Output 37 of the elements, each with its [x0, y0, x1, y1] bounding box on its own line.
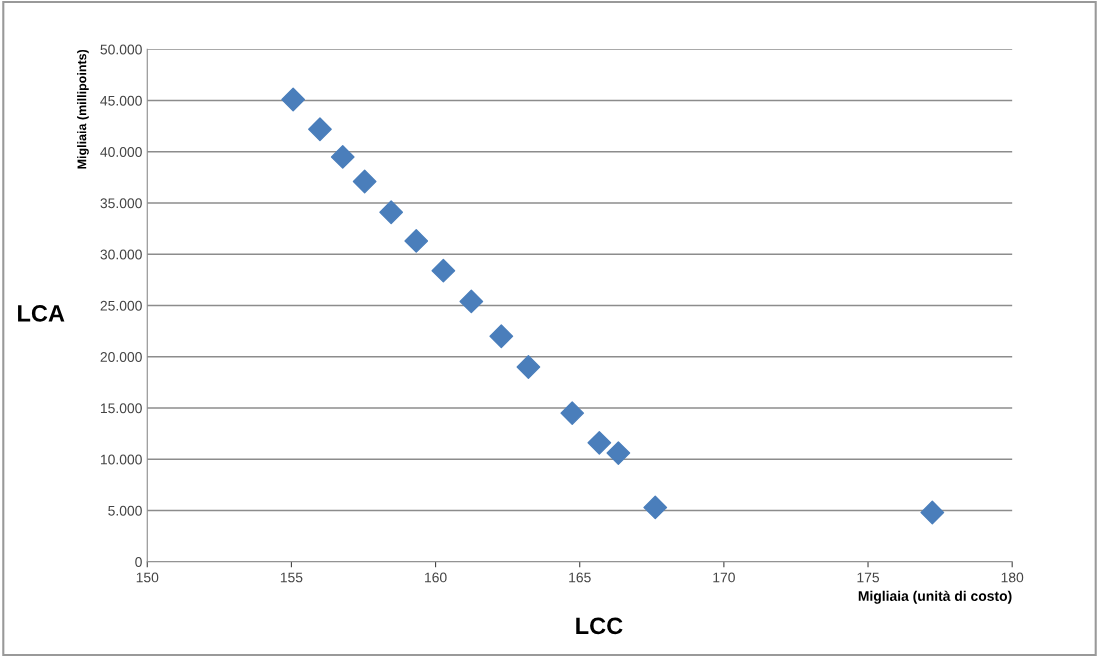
x-tick-label: 160	[425, 572, 447, 583]
y-tick-label: 15.000	[100, 403, 142, 414]
point	[560, 401, 585, 426]
text: LCC	[576, 617, 623, 635]
text: LCA	[18, 304, 65, 322]
x-tick-label: 180	[1001, 572, 1024, 583]
point	[431, 258, 456, 283]
y-tick-label: 25.000	[100, 300, 142, 311]
x-axis-title: Migliaia (unità di costo)	[858, 590, 1012, 604]
y-tick-label: 10.000	[100, 454, 142, 465]
y-tick-label: 0	[135, 557, 142, 567]
point	[379, 200, 404, 225]
y-tick-label: 45.000	[100, 95, 142, 106]
point	[643, 495, 668, 520]
x-tick-label: 150	[136, 572, 159, 583]
y-axis-title: Migliaia (millipoints)	[77, 49, 89, 169]
point	[352, 169, 377, 194]
point	[404, 229, 429, 253]
point	[489, 324, 514, 349]
y-tick-label: 20.000	[100, 352, 142, 362]
x-tick-label: 175	[857, 572, 880, 583]
point	[330, 144, 355, 169]
x-tick-label: 165	[569, 572, 591, 583]
point	[587, 430, 612, 455]
y-tick-label: 30.000	[100, 249, 142, 260]
point	[459, 289, 484, 314]
point	[606, 441, 631, 465]
x-tick-label: 170	[713, 572, 735, 583]
point	[920, 500, 945, 525]
point	[308, 117, 332, 142]
y-tick-label: 40.000	[100, 147, 142, 157]
y-tick-label: 50.000	[100, 44, 142, 55]
y-tick-label: 5.000	[108, 505, 142, 516]
point	[516, 355, 541, 379]
point	[281, 87, 306, 112]
y-tick-label: 35.000	[100, 198, 142, 209]
x-tick-label: 155	[280, 572, 303, 583]
